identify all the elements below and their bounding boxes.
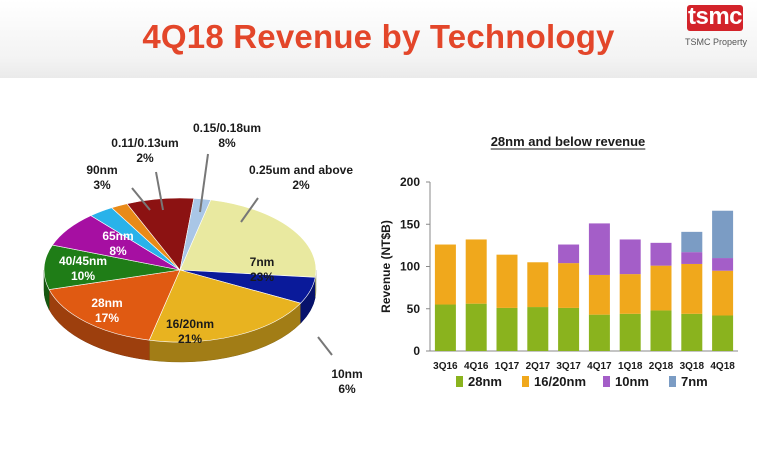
bar-28nm-1q18 [619, 313, 641, 351]
bar-16-20nm-4q18 [712, 270, 734, 316]
legend-label-16-20nm: 16/20nm [534, 374, 586, 389]
bar-28nm-3q18 [681, 313, 703, 351]
x-tick-label: 3Q18 [680, 361, 705, 372]
pie-label-90nm: 90nm [86, 163, 117, 177]
bar-16-20nm-1q18 [619, 274, 641, 314]
bar-28nm-2q17 [527, 307, 549, 351]
bar-10nm-4q18 [712, 258, 734, 271]
y-tick-label: 0 [413, 344, 420, 358]
pie-leader-0-15-0-18um [199, 153, 209, 213]
bar-10nm-2q18 [650, 242, 672, 266]
x-tick-label: 3Q16 [433, 361, 458, 372]
pie-label-0-11-0-13um: 0.11/0.13um [111, 136, 178, 150]
logo-caption: TSMC Property [684, 37, 747, 47]
pie-percent-7nm: 23% [250, 270, 274, 284]
bar-28nm-3q16 [434, 304, 456, 351]
revenue-bar-chart: 28nm and below revenue Revenue (NT$B) 0 50 1… [379, 134, 738, 389]
pie-label-28nm: 28nm [91, 296, 122, 310]
pie-label-40-45nm: 40/45nm [59, 254, 107, 268]
bar-28nm-4q16 [465, 303, 487, 351]
x-tick-label: 4Q17 [587, 361, 612, 372]
pie-label-10nm: 10nm [331, 367, 362, 381]
x-tick-label: 1Q17 [495, 361, 520, 372]
y-tick-label: 50 [407, 302, 421, 316]
pie-percent-0-11-0-13um: 2% [136, 151, 154, 165]
pie-leader-0-25um-and-above [240, 197, 259, 223]
pie-percent-16-20nm: 21% [178, 332, 202, 346]
pie-slice-28nm [48, 269, 181, 341]
bar-28nm-1q17 [496, 307, 518, 351]
page-title: 4Q18 Revenue by Technology [142, 18, 615, 55]
bar-7nm-3q18 [681, 231, 703, 253]
pie-slice-40-45nm [43, 244, 181, 290]
pie-slice-16-20nm [148, 269, 302, 343]
legend-label-7nm: 7nm [681, 374, 708, 389]
pie-label-16-20nm: 16/20nm [166, 317, 214, 331]
bar-28nm-4q17 [588, 314, 610, 351]
legend-label-28nm: 28nm [468, 374, 502, 389]
legend-label-10nm: 10nm [615, 374, 649, 389]
legend-swatch-10nm [603, 376, 610, 387]
pie-label-0-25um-and-above: 0.25um and above [249, 163, 353, 177]
y-tick-label: 150 [400, 217, 420, 231]
x-tick-label: 4Q16 [464, 361, 489, 372]
y-tick-label: 200 [400, 175, 420, 189]
x-tick-label: 3Q17 [556, 361, 581, 372]
pie-label-7nm: 7nm [250, 255, 275, 269]
y-axis-label: Revenue (NT$B) [379, 220, 393, 313]
x-tick-label: 2Q18 [649, 361, 674, 372]
y-tick-label: 100 [400, 260, 420, 274]
pie-label-0-15-0-18um: 0.15/0.18um [193, 121, 261, 135]
pie-leader-90nm [131, 187, 151, 211]
pie-label-65nm: 65nm [102, 229, 133, 243]
bar-10nm-1q18 [619, 239, 641, 275]
bar-16-20nm-3q18 [681, 263, 703, 314]
pie-leader-10nm [317, 336, 333, 356]
bar-28nm-4q18 [712, 315, 734, 351]
tsmc-logo: tsmc TSMC Property [683, 2, 749, 54]
pie-percent-40-45nm: 10% [71, 269, 95, 283]
pie-percent-65nm: 8% [109, 244, 127, 258]
bar-16-20nm-2q18 [650, 265, 672, 311]
bar-10nm-3q18 [681, 252, 703, 264]
pie-percent-28nm: 17% [95, 311, 119, 325]
legend-swatch-7nm [669, 376, 676, 387]
logo-text: tsmc [687, 3, 743, 30]
bar-7nm-4q18 [712, 210, 734, 259]
pie-leader-0-11-0-13um [155, 171, 164, 211]
header-band [0, 0, 757, 78]
pie-percent-10nm: 6% [338, 382, 356, 396]
bar-16-20nm-1q17 [496, 254, 518, 308]
pie-percent-90nm: 3% [93, 178, 111, 192]
bar-28nm-2q18 [650, 310, 672, 351]
bar-28nm-3q17 [558, 307, 580, 351]
bar-16-20nm-4q16 [465, 239, 487, 304]
bar-16-20nm-4q17 [588, 274, 610, 315]
bar-16-20nm-3q16 [434, 244, 456, 305]
legend-swatch-28nm [456, 376, 463, 387]
pie-percent-0-25um-and-above: 2% [292, 178, 310, 192]
logo-background [687, 5, 743, 31]
bar-10nm-3q17 [558, 244, 580, 264]
legend-swatch-16-20nm [522, 376, 529, 387]
pie-percent-0-15-0-18um: 8% [218, 136, 236, 150]
bar-chart-title: 28nm and below revenue [491, 134, 646, 149]
x-tick-label: 2Q17 [526, 361, 551, 372]
x-tick-label: 1Q18 [618, 361, 643, 372]
x-tick-label: 4Q18 [710, 361, 735, 372]
bar-16-20nm-2q17 [527, 262, 549, 308]
bar-16-20nm-3q17 [558, 263, 580, 308]
bar-10nm-4q17 [588, 223, 610, 275]
pie-slice-7nm [179, 199, 317, 278]
